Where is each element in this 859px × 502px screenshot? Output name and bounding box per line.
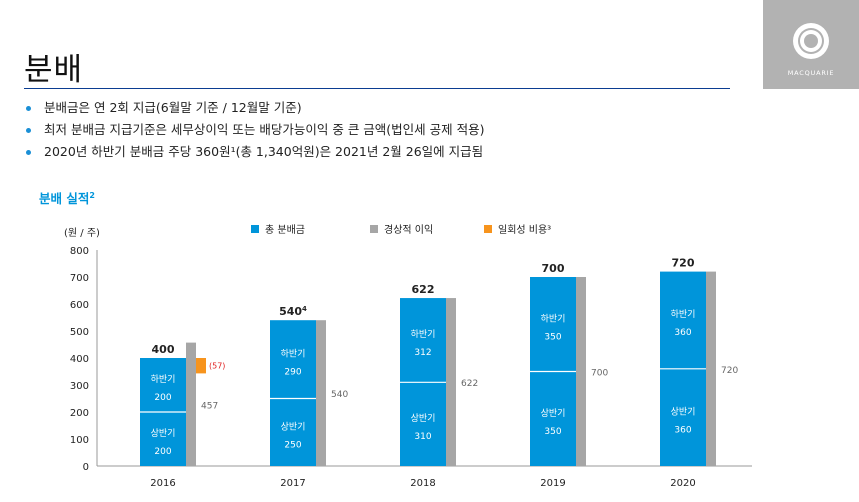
profit-label: 457: [201, 401, 218, 411]
second-half-value: 312: [414, 348, 431, 358]
second-half-value: 360: [674, 328, 691, 338]
macquarie-emblem-icon: [793, 23, 829, 59]
y-tick-label: 300: [70, 381, 89, 392]
first-half-label: 상반기: [151, 428, 176, 439]
bullet-text: 2020년 하반기 분배금 주당 360원¹(총 1,340억원)은 2021년…: [44, 144, 484, 159]
x-tick-label: 2017: [280, 478, 305, 489]
profit-label: 622: [461, 379, 478, 389]
second-half-value: 200: [154, 393, 171, 403]
y-tick-label: 0: [83, 462, 89, 473]
x-tick-label: 2016: [150, 478, 175, 489]
x-tick-label: 2019: [540, 478, 565, 489]
legend-swatch: [251, 225, 259, 233]
second-half-label: 하반기: [281, 348, 306, 359]
total-label: 720: [672, 257, 695, 270]
second-half-value: 290: [284, 367, 301, 377]
second-half-bar: [270, 320, 316, 399]
section-title-footnote: 2: [89, 190, 95, 200]
total-label: 5404: [279, 305, 307, 318]
first-half-value: 200: [154, 447, 171, 457]
first-half-value: 350: [544, 427, 561, 437]
profit-bar: [186, 342, 196, 466]
x-tick-label: 2020: [670, 478, 695, 489]
second-half-label: 하반기: [541, 313, 566, 324]
title-divider: [24, 88, 730, 89]
legend-label: 경상적 이익: [384, 223, 433, 236]
profit-bar: [576, 277, 586, 466]
y-axis-label: (원 / 주): [64, 227, 100, 239]
total-label: 400: [152, 343, 175, 356]
second-half-bar: [530, 277, 576, 372]
x-tick-label: 2018: [410, 478, 435, 489]
second-half-label: 하반기: [411, 329, 436, 340]
first-half-bar: [140, 412, 186, 466]
one-off-label: (57): [209, 362, 225, 371]
section-title: 분배 실적2: [39, 188, 95, 207]
second-half-label: 하반기: [671, 309, 696, 320]
profit-label: 720: [721, 366, 738, 376]
y-tick-label: 700: [70, 273, 89, 284]
y-tick-label: 800: [70, 246, 89, 257]
profit-bar: [316, 320, 326, 466]
y-tick-label: 200: [70, 408, 89, 419]
first-half-bar: [530, 371, 576, 466]
profit-label: 700: [591, 369, 608, 379]
bullet-dot-icon: [26, 128, 31, 133]
bullet-list: 분배금은 연 2회 지급(6월말 기준 / 12월말 기준) 최저 분배금 지급…: [26, 99, 485, 165]
second-half-value: 350: [544, 332, 561, 342]
page-title: 분배: [24, 52, 84, 88]
bullet-dot-icon: [26, 106, 31, 111]
profit-label: 540: [331, 390, 348, 400]
y-tick-label: 600: [70, 300, 89, 311]
second-half-bar: [400, 298, 446, 383]
bullet-item: 2020년 하반기 분배금 주당 360원¹(총 1,340억원)은 2021년…: [26, 143, 485, 165]
first-half-bar: [660, 368, 706, 466]
first-half-value: 360: [674, 425, 691, 435]
legend-swatch: [484, 225, 492, 233]
first-half-label: 상반기: [411, 413, 436, 424]
logo-text: MACQUARIE: [787, 69, 835, 77]
first-half-value: 310: [414, 432, 431, 442]
total-label: 700: [542, 262, 565, 275]
total-footnote: 4: [302, 305, 307, 313]
bullet-item: 최저 분배금 지급기준은 세무상이익 또는 배당가능이익 중 큰 금액(법인세 …: [26, 121, 485, 143]
bullet-item: 분배금은 연 2회 지급(6월말 기준 / 12월말 기준): [26, 99, 485, 121]
legend-label: 총 분배금: [265, 224, 305, 236]
section-title-text: 분배 실적: [39, 191, 90, 206]
one-off-bar: [196, 358, 206, 374]
y-tick-label: 100: [70, 435, 89, 446]
first-half-bar: [270, 398, 316, 466]
profit-bar: [706, 271, 716, 466]
second-half-label: 하반기: [151, 374, 176, 385]
macquarie-logo: MACQUARIE: [763, 0, 859, 89]
legend-label: 일회성 비용³: [498, 224, 551, 236]
second-half-bar: [660, 271, 706, 369]
y-tick-label: 400: [70, 354, 89, 365]
total-label: 622: [412, 283, 435, 296]
first-half-label: 상반기: [281, 421, 306, 432]
second-half-bar: [140, 358, 186, 412]
first-half-label: 상반기: [541, 408, 566, 419]
y-tick-label: 500: [70, 327, 89, 338]
bullet-text: 분배금은 연 2회 지급(6월말 기준 / 12월말 기준): [44, 100, 302, 115]
bullet-text: 최저 분배금 지급기준은 세무상이익 또는 배당가능이익 중 큰 금액(법인세 …: [44, 122, 485, 137]
first-half-label: 상반기: [671, 406, 696, 417]
bullet-dot-icon: [26, 150, 31, 155]
legend-swatch: [370, 225, 378, 233]
first-half-value: 250: [284, 440, 301, 450]
first-half-bar: [400, 382, 446, 466]
profit-bar: [446, 298, 456, 466]
